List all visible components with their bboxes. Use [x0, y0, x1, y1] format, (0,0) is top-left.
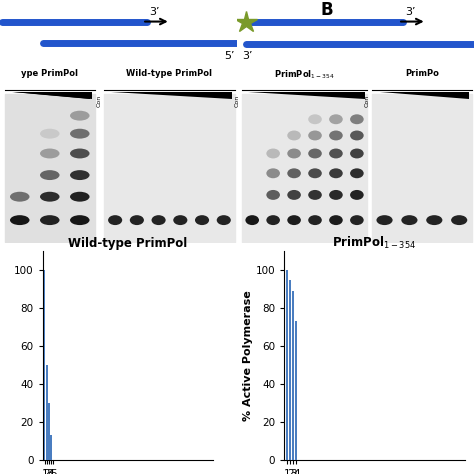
Text: 3’: 3’	[242, 51, 252, 61]
Ellipse shape	[329, 114, 343, 124]
Ellipse shape	[308, 215, 322, 225]
Ellipse shape	[329, 215, 343, 225]
Ellipse shape	[40, 170, 60, 180]
Ellipse shape	[329, 190, 343, 200]
Ellipse shape	[10, 192, 29, 201]
Ellipse shape	[350, 168, 364, 178]
Text: Con: Con	[365, 95, 370, 108]
Ellipse shape	[426, 215, 442, 225]
Ellipse shape	[246, 215, 259, 225]
Ellipse shape	[70, 111, 90, 120]
Text: 5’: 5’	[224, 51, 235, 61]
Ellipse shape	[350, 215, 364, 225]
Ellipse shape	[376, 215, 392, 225]
Y-axis label: % Active Polymerase: % Active Polymerase	[243, 290, 253, 421]
Bar	[48, 403, 50, 460]
Polygon shape	[248, 92, 365, 100]
Ellipse shape	[451, 215, 467, 225]
Ellipse shape	[350, 190, 364, 200]
Ellipse shape	[287, 190, 301, 200]
Title: Wild-type PrimPol: Wild-type PrimPol	[68, 237, 188, 250]
Ellipse shape	[10, 215, 29, 225]
Bar	[295, 321, 297, 460]
Ellipse shape	[308, 168, 322, 178]
Ellipse shape	[287, 148, 301, 158]
Bar	[46, 365, 47, 460]
Text: Con: Con	[97, 95, 102, 108]
Text: Con: Con	[234, 95, 239, 108]
Ellipse shape	[308, 190, 322, 200]
Text: B: B	[321, 1, 333, 19]
Text: Wild-type PrimPol: Wild-type PrimPol	[127, 69, 212, 78]
Ellipse shape	[401, 215, 418, 225]
Ellipse shape	[329, 168, 343, 178]
Text: PrimPo: PrimPo	[405, 69, 439, 78]
Ellipse shape	[266, 190, 280, 200]
Polygon shape	[380, 92, 469, 100]
Ellipse shape	[350, 148, 364, 158]
Polygon shape	[111, 92, 232, 100]
Ellipse shape	[266, 148, 280, 158]
Text: PrimPol$_{1-354}$: PrimPol$_{1-354}$	[274, 69, 335, 82]
Ellipse shape	[308, 114, 322, 124]
Ellipse shape	[40, 192, 60, 201]
Text: 3’: 3’	[405, 7, 416, 17]
Ellipse shape	[108, 215, 122, 225]
Ellipse shape	[152, 215, 165, 225]
Ellipse shape	[40, 129, 60, 138]
Bar	[51, 435, 52, 460]
Ellipse shape	[308, 148, 322, 158]
Ellipse shape	[70, 170, 90, 180]
Ellipse shape	[287, 130, 301, 140]
Ellipse shape	[40, 148, 60, 158]
Ellipse shape	[217, 215, 231, 225]
Ellipse shape	[266, 215, 280, 225]
Bar	[292, 291, 294, 460]
Bar	[286, 270, 288, 460]
Bar	[44, 270, 46, 460]
Title: PrimPol$_{1-354}$: PrimPol$_{1-354}$	[332, 235, 417, 251]
Text: ype PrimPol: ype PrimPol	[21, 69, 78, 78]
Ellipse shape	[173, 215, 187, 225]
Ellipse shape	[308, 130, 322, 140]
Ellipse shape	[70, 148, 90, 158]
Ellipse shape	[350, 130, 364, 140]
Ellipse shape	[287, 168, 301, 178]
Ellipse shape	[329, 148, 343, 158]
Ellipse shape	[70, 215, 90, 225]
Ellipse shape	[329, 130, 343, 140]
Ellipse shape	[40, 215, 60, 225]
Ellipse shape	[266, 168, 280, 178]
Text: 3’: 3’	[149, 7, 160, 17]
Ellipse shape	[350, 114, 364, 124]
Ellipse shape	[70, 192, 90, 201]
Polygon shape	[14, 92, 92, 100]
Ellipse shape	[195, 215, 209, 225]
Polygon shape	[12, 92, 90, 100]
Ellipse shape	[70, 129, 90, 138]
Bar	[290, 280, 292, 460]
Ellipse shape	[287, 215, 301, 225]
Ellipse shape	[130, 215, 144, 225]
